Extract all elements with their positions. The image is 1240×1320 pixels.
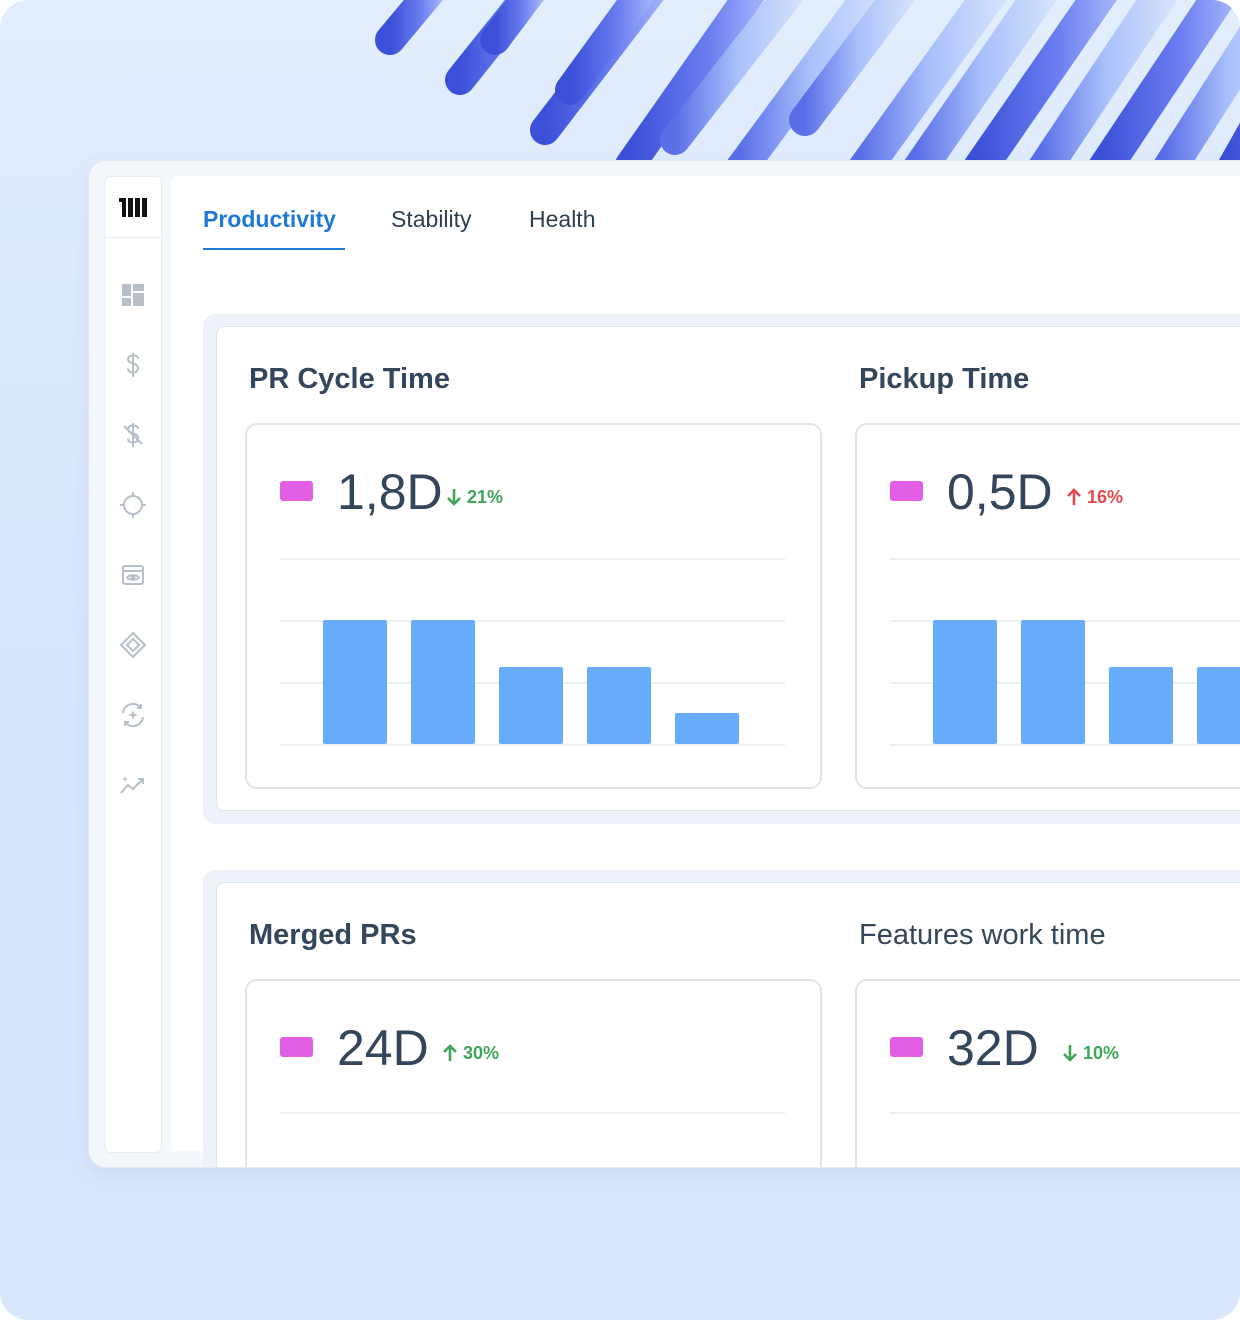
nav-dashboard[interactable] xyxy=(119,281,147,309)
metric-delta-value: 21% xyxy=(467,487,504,507)
chart-bar[interactable] xyxy=(1021,620,1085,744)
grid-line xyxy=(280,620,785,622)
metric-card[interactable]: 24D 30% xyxy=(245,979,822,1167)
arrow-up-icon xyxy=(443,1044,457,1061)
widget-title: Pickup Time xyxy=(859,363,1030,395)
logo-icon xyxy=(119,198,147,217)
grid-line xyxy=(890,558,1240,560)
tab-productivity[interactable]: Productivity xyxy=(203,206,336,232)
chart-bar[interactable] xyxy=(587,666,651,744)
logo[interactable] xyxy=(105,177,161,238)
grid-line xyxy=(280,558,785,560)
diamond-icon xyxy=(119,631,147,659)
metric-value: 1,8D xyxy=(337,464,443,520)
crosshair-icon xyxy=(120,492,146,518)
widget-title: PR Cycle Time xyxy=(249,363,450,395)
metric-delta: 21% xyxy=(447,487,503,508)
legend-swatch xyxy=(890,481,923,501)
metric-card[interactable]: 1,8D 21% xyxy=(245,423,822,789)
arrow-up-icon xyxy=(1067,488,1081,505)
metric-delta: 16% xyxy=(1067,487,1123,508)
tab-health[interactable]: Health xyxy=(529,206,596,232)
dollar-off-icon xyxy=(123,423,143,447)
metrics-panel: PR Cycle Time Pickup Time 1,8D 21% 0,5D xyxy=(203,314,1240,824)
main-content: Productivity Stability Health PR Cycle T… xyxy=(171,176,1240,1167)
metrics-panel-inner: Merged PRs Features work time 24D 30% 32… xyxy=(216,882,1240,1167)
metric-delta: 30% xyxy=(443,1043,499,1064)
legend-swatch xyxy=(890,1037,923,1057)
grid-line xyxy=(280,744,785,746)
nav-integrations[interactable] xyxy=(119,631,147,659)
metric-delta-value: 16% xyxy=(1087,487,1124,507)
chart-bar[interactable] xyxy=(933,620,997,744)
chart-bar[interactable] xyxy=(323,620,387,744)
nav-targets[interactable] xyxy=(119,491,147,519)
nav-monitoring[interactable] xyxy=(119,561,147,589)
grid-line xyxy=(890,744,1240,746)
tab-stability[interactable]: Stability xyxy=(391,206,472,232)
dashboard-icon xyxy=(122,284,144,306)
metric-card[interactable]: 0,5D 16% xyxy=(855,423,1240,789)
sidebar xyxy=(104,176,162,1153)
legend-swatch xyxy=(280,481,313,501)
widget-title: Merged PRs xyxy=(249,919,417,951)
trend-icon xyxy=(120,776,144,794)
metrics-panel-inner: PR Cycle Time Pickup Time 1,8D 21% 0,5D xyxy=(216,326,1240,811)
grid-line xyxy=(890,1112,1240,1114)
metric-delta-value: 10% xyxy=(1083,1043,1120,1063)
metric-delta: 10% xyxy=(1063,1043,1119,1064)
nav-cost[interactable] xyxy=(119,351,147,379)
chart-bar[interactable] xyxy=(675,713,739,744)
metrics-panel: Merged PRs Features work time 24D 30% 32… xyxy=(203,870,1240,1167)
nav-ai[interactable] xyxy=(119,701,147,729)
metric-value: 0,5D xyxy=(947,464,1053,520)
metric-value: 32D xyxy=(947,1020,1039,1076)
arrow-down-icon xyxy=(1063,1045,1077,1062)
grid-line xyxy=(280,1112,785,1114)
dollar-icon xyxy=(126,353,140,377)
active-tab-indicator xyxy=(203,248,345,250)
nav-cost-saving[interactable] xyxy=(119,421,147,449)
eye-window-icon xyxy=(122,565,144,585)
nav-trends[interactable] xyxy=(119,771,147,799)
app-window: Productivity Stability Health PR Cycle T… xyxy=(88,160,1240,1168)
chart-bar[interactable] xyxy=(499,666,563,744)
chart-bar[interactable] xyxy=(1197,666,1240,744)
metric-delta-value: 30% xyxy=(463,1043,500,1063)
legend-swatch xyxy=(280,1037,313,1057)
decorative-rods-graphic xyxy=(375,0,1240,160)
metric-value: 24D xyxy=(337,1020,429,1076)
sparkle-refresh-icon xyxy=(122,702,144,728)
metric-card[interactable]: 32D 10% xyxy=(855,979,1240,1167)
arrow-down-icon xyxy=(447,489,461,506)
chart-bar[interactable] xyxy=(1109,666,1173,744)
widget-title: Features work time xyxy=(859,919,1106,951)
chart-bar[interactable] xyxy=(411,620,475,744)
